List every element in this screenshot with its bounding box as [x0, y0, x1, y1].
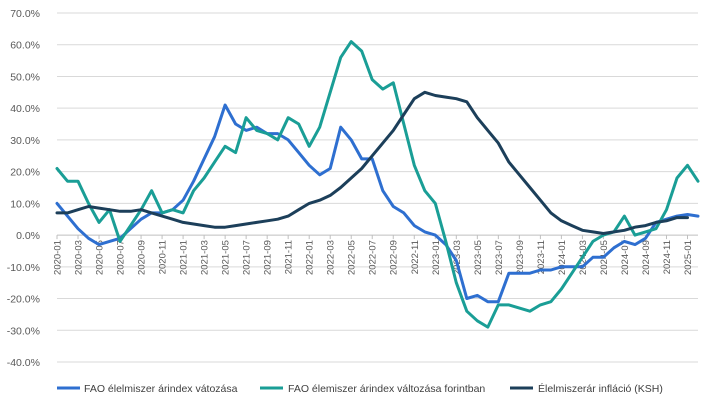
- x-tick-label: 2023-01: [431, 240, 442, 275]
- x-tick-label: 2024-11: [662, 240, 673, 274]
- series-line-ksh-inflation: [55, 90, 689, 235]
- x-tick-label: 2020-09: [137, 240, 148, 275]
- y-tick-label: 0.0%: [16, 230, 40, 242]
- x-tick-label: 2020-01: [53, 240, 64, 275]
- x-tick-label: 2022-03: [326, 240, 337, 275]
- x-tick-label: 2023-07: [494, 240, 505, 275]
- x-tick-label: 2021-07: [242, 240, 253, 275]
- x-tick-label: 2025-01: [683, 240, 694, 275]
- x-tick-label: 2022-05: [347, 240, 358, 275]
- y-tick-label: 30.0%: [10, 135, 40, 147]
- y-tick-label: 50.0%: [10, 71, 40, 83]
- series-lines: [55, 40, 700, 329]
- x-tick-label: 2022-09: [389, 240, 400, 275]
- x-tick-label: 2021-05: [221, 240, 232, 275]
- x-tick-label: 2021-11: [284, 240, 295, 274]
- y-tick-label: 70.0%: [10, 8, 40, 20]
- x-tick-label: 2021-09: [263, 240, 274, 275]
- y-tick-label: 20.0%: [10, 167, 40, 179]
- x-tick-label: 2021-03: [200, 240, 211, 275]
- y-tick-label: 40.0%: [10, 103, 40, 115]
- x-tick-label: 2023-11: [536, 240, 547, 274]
- x-tick-label: 2021-01: [179, 240, 190, 275]
- x-tick-label: 2022-07: [368, 240, 379, 275]
- y-axis-tick-labels: -40.0% -30.0% -20.0% -10.0% 0.0% 10.0% 20.0% 30…: [7, 8, 40, 369]
- series-line-fao-huf: [55, 40, 700, 329]
- y-tick-label: 60.0%: [10, 40, 40, 52]
- y-tick-label: -20.0%: [7, 294, 40, 306]
- x-tick-label: 2020-05: [95, 240, 106, 275]
- x-tick-label: 2024-09: [641, 240, 652, 275]
- legend: FAO élelmiszer árindex vátozása FAO élem…: [57, 382, 663, 395]
- y-tick-label: -30.0%: [7, 325, 40, 337]
- x-tick-label: 2023-09: [515, 240, 526, 275]
- x-tick-label: 2020-03: [74, 240, 85, 275]
- x-tick-label: 2020-11: [158, 240, 169, 274]
- legend-label-ksh-inflation: Élelmiszerár infláció (KSH): [538, 382, 663, 395]
- legend-label-fao-huf: FAO élemiszer árindex változása forintba…: [288, 383, 485, 395]
- gridlines: [57, 12, 698, 363]
- x-tick-label: 2023-03: [452, 240, 463, 275]
- x-tick-label: 2020-07: [116, 240, 127, 275]
- x-tick-label: 2024-01: [557, 240, 568, 275]
- legend-label-fao-change: FAO élelmiszer árindex vátozása: [84, 383, 238, 395]
- y-tick-label: -40.0%: [7, 357, 40, 369]
- x-tick-label: 2024-07: [620, 240, 631, 275]
- x-tick-label: 2023-05: [473, 240, 484, 275]
- x-tick-label: 2022-11: [410, 240, 421, 274]
- x-tick-label: 2022-01: [305, 240, 316, 275]
- y-tick-label: 10.0%: [10, 198, 40, 210]
- x-axis-tick-labels: 2020-01 2020-03 2020-05 2020-07 2020-09 2020-…: [53, 235, 694, 275]
- y-tick-label: -10.0%: [7, 262, 40, 274]
